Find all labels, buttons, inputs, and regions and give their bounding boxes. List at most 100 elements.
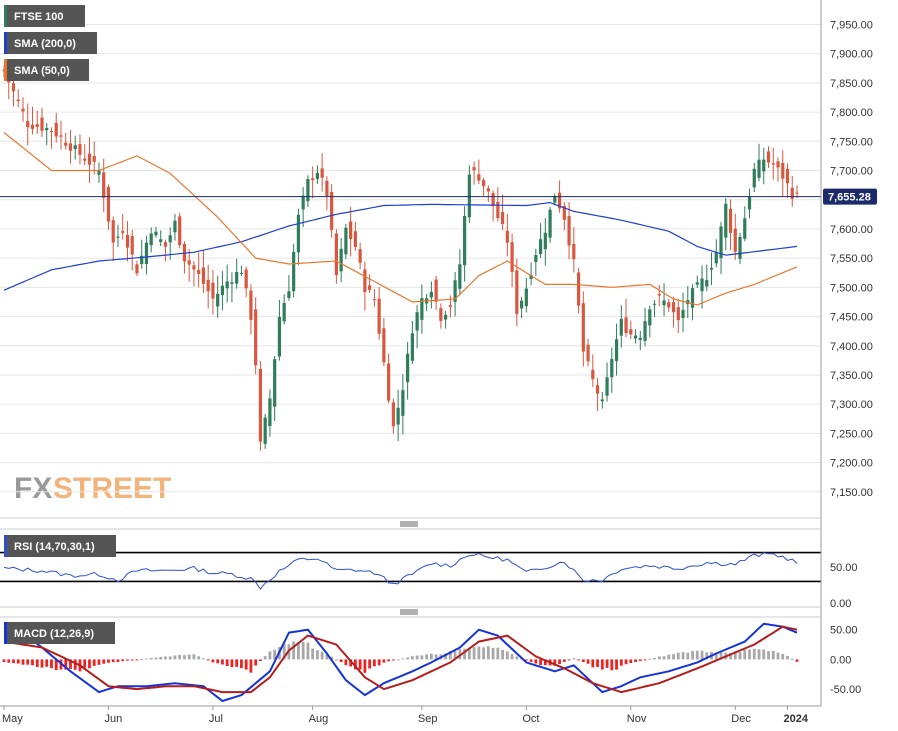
macd-histogram-bar [420, 655, 424, 660]
macd-histogram-bar [268, 651, 272, 660]
legend-sma50-label: SMA (50,0) [14, 65, 70, 77]
candle-body [263, 417, 267, 444]
candle-body [330, 191, 334, 230]
candle-body [244, 269, 248, 289]
candle-body [121, 231, 125, 233]
candle-body [358, 249, 362, 263]
candle-body [781, 162, 785, 179]
candle-body [377, 298, 381, 334]
price-y-tick: 7,950.00 [830, 19, 873, 31]
price-pane-marks [0, 65, 821, 451]
macd-histogram-bar [700, 650, 704, 660]
candle-body [201, 267, 206, 284]
legend-rsi-label: RSI (14,70,30,1) [14, 541, 95, 553]
macd-histogram-bar [130, 659, 134, 661]
candle-body [30, 124, 35, 129]
candle-body [320, 168, 324, 178]
candle-body [719, 226, 723, 259]
macd-histogram-bar [719, 652, 723, 660]
last-price-badge: 7,655.28 [823, 188, 877, 205]
candle-body [652, 303, 657, 305]
macd-histogram-bar [358, 659, 362, 670]
macd-histogram-bar [467, 647, 471, 660]
candle-body [106, 186, 111, 222]
watermark-fx: FX [14, 472, 52, 505]
candle-body [173, 220, 177, 233]
macd-histogram-bar [21, 659, 25, 665]
macd-histogram-bar [605, 659, 609, 668]
macd-histogram-bar [387, 659, 391, 662]
macd-histogram-bar [752, 648, 756, 660]
legend-sma200[interactable]: SMA (200,0) [4, 32, 97, 54]
candle-body [515, 270, 519, 315]
macd-histogram-bar [382, 659, 386, 663]
macd-histogram-bar [197, 656, 201, 660]
candle-body [572, 244, 576, 260]
macd-histogram-bar [619, 659, 623, 666]
candle-body [102, 172, 106, 198]
macd-histogram-bar [187, 654, 191, 660]
candle-body [325, 180, 329, 197]
macd-histogram-bar [653, 657, 656, 660]
candle-body [11, 83, 16, 92]
legend-macd[interactable]: MACD (12,26,9) [4, 622, 115, 644]
macd-histogram-bar [748, 649, 751, 660]
macd-histogram-bar [40, 659, 44, 668]
candle-body [192, 265, 196, 270]
macd-histogram-bar [111, 659, 115, 663]
candle-body [206, 279, 210, 292]
candle-body [667, 302, 671, 308]
legend-sma50[interactable]: SMA (50,0) [4, 59, 89, 81]
macd-histogram-bar [159, 656, 163, 660]
candle-body [258, 368, 263, 442]
macd-histogram-bar [477, 646, 481, 660]
macd-histogram-bar [301, 642, 305, 660]
candle-body [534, 255, 538, 262]
candle-body [605, 377, 609, 396]
macd-histogram-bar [472, 647, 476, 660]
candle-body [481, 180, 486, 187]
watermark-street: STREET [53, 472, 171, 505]
candle-body [586, 344, 590, 362]
macd-histogram-bar [705, 652, 709, 660]
candle-body [282, 302, 286, 322]
macd-histogram-bar [54, 659, 58, 671]
candle-body [372, 299, 376, 301]
macd-histogram-bar [591, 659, 595, 668]
candle-body [230, 282, 234, 284]
candle-body [140, 255, 144, 265]
candle-body [743, 218, 747, 239]
macd-histogram-bar [695, 650, 699, 660]
candle-body [638, 337, 642, 340]
signal-line [3, 625, 798, 694]
macd-histogram-bar [221, 659, 224, 665]
candle-body [254, 309, 258, 366]
macd-histogram-bar [88, 659, 91, 669]
price-pane-grid [0, 23, 821, 493]
legend-ftse[interactable]: FTSE 100 [4, 5, 85, 27]
macd-histogram-bar [501, 649, 504, 660]
candle-body [220, 285, 225, 296]
macd-histogram-bar [672, 654, 675, 660]
macd-histogram-bar [743, 649, 747, 660]
candle-body [78, 144, 82, 155]
macd-histogram-bar [50, 659, 53, 669]
candle-body [301, 195, 305, 210]
price-rsi-resize-handle[interactable] [398, 521, 420, 527]
macd-histogram-bar [553, 659, 557, 666]
x-tick-label: Aug [309, 713, 329, 725]
candle-body [387, 363, 391, 401]
macd-histogram-bar [121, 659, 125, 662]
legend-rsi[interactable]: RSI (14,70,30,1) [4, 535, 116, 557]
rsi-macd-resize-handle[interactable] [398, 609, 420, 615]
macd-histogram-bar [263, 656, 267, 660]
candle-body [287, 291, 291, 298]
candle-body [728, 208, 733, 233]
macd-histogram-bar [173, 655, 177, 660]
macd-histogram-bar [757, 649, 761, 660]
macd-histogram-bar [254, 659, 258, 666]
macd-histogram-bar [610, 659, 614, 671]
macd-histogram-bar [558, 659, 561, 665]
macd-histogram-bar [401, 658, 405, 660]
